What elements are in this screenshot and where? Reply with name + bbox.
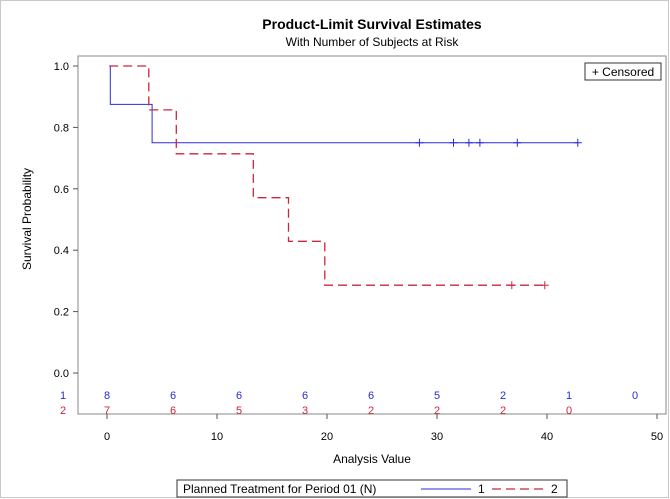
x-axis: 0 10 20 30 40 50	[104, 414, 663, 443]
x-tick-label: 50	[651, 431, 663, 443]
y-axis-label: Survival Probability	[20, 168, 34, 270]
at-risk-count: 2	[500, 390, 506, 402]
at-risk-count: 8	[104, 390, 110, 402]
legend-label-1: 1	[478, 482, 485, 496]
legend-label-2: 2	[551, 482, 558, 496]
series-layer	[109, 65, 582, 290]
at-risk-count: 2	[368, 405, 374, 417]
at-risk-count: 6	[368, 390, 374, 402]
at-risk-count: 0	[566, 405, 572, 417]
at-risk-count: 6	[302, 390, 308, 402]
x-tick-label: 30	[431, 431, 443, 443]
legend: Planned Treatment for Period 01 (N) 1 2	[176, 479, 568, 498]
at-risk-count: 2	[500, 405, 506, 417]
x-tick-label: 40	[541, 431, 553, 443]
at-risk-count: 6	[170, 390, 176, 402]
y-tick-label: 1.0	[54, 61, 69, 73]
at-risk-count: 2	[434, 405, 440, 417]
y-axis: 0.0 0.2 0.4 0.6 0.8 1.0	[54, 61, 78, 380]
x-axis-label: Analysis Value	[333, 452, 411, 466]
censored-legend-label: + Censored	[592, 65, 654, 79]
x-tick-label: 0	[104, 431, 110, 443]
y-tick-label: 0.0	[54, 368, 69, 380]
at-risk-group-label: 1	[60, 390, 66, 402]
at-risk-count: 5	[236, 405, 242, 417]
censored-legend-box: + Censored	[584, 62, 662, 81]
y-tick-label: 0.2	[54, 307, 69, 319]
legend-border	[176, 479, 568, 498]
at-risk-count: 3	[302, 405, 308, 417]
y-tick-label: 0.8	[54, 122, 69, 134]
censored-legend-border	[584, 62, 662, 81]
y-tick-label: 0.4	[54, 245, 69, 257]
survival-curve-1	[109, 66, 578, 144]
chart-title: Product-Limit Survival Estimates	[262, 16, 482, 32]
at-risk-count: 6	[236, 390, 242, 402]
at-risk-count: 7	[104, 405, 110, 417]
plot-area-border	[77, 55, 667, 415]
at-risk-count: 6	[170, 405, 176, 417]
survival-curve-2	[109, 65, 545, 286]
legend-title: Planned Treatment for Period 01 (N)	[183, 482, 376, 496]
y-tick-label: 0.6	[54, 184, 69, 196]
x-tick-label: 20	[321, 431, 333, 443]
chart-subtitle: With Number of Subjects at Risk	[286, 35, 460, 49]
at-risk-count: 5	[434, 390, 440, 402]
at-risk-count: 1	[566, 390, 572, 402]
at-risk-group-label: 2	[60, 405, 66, 417]
at-risk-count: 0	[632, 390, 638, 402]
at-risk-table: 1 8 6 6 6 6 5 2 1 0 2 7 6 5 3 2 2 2 0	[60, 390, 638, 417]
x-tick-label: 10	[211, 431, 223, 443]
